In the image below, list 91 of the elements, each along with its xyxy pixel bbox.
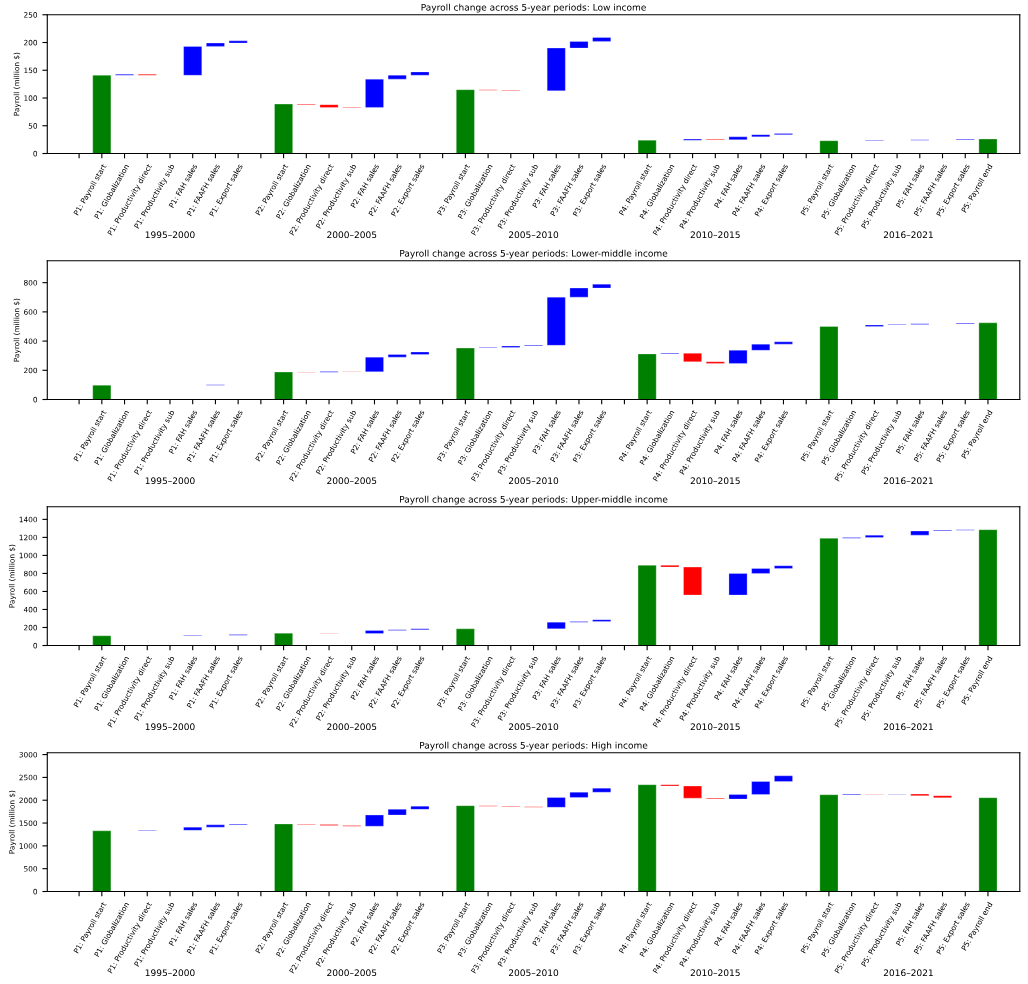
text: 2000–2005 [327, 231, 377, 239]
bar [819, 794, 839, 892]
text: 2010–2015 [690, 723, 740, 731]
text: 2000–2005 [327, 477, 377, 485]
chart-title: Payroll change across 5-year periods: Lower-middle income [400, 249, 668, 259]
bar [819, 538, 839, 646]
bar [410, 71, 430, 76]
bar [547, 622, 566, 629]
text: 1995–2000 [145, 969, 195, 977]
text: 2010–2015 [690, 231, 740, 239]
text: 2005–2010 [508, 723, 559, 731]
bar [683, 566, 702, 596]
text: 1995–2000 [145, 477, 195, 485]
bar [751, 568, 770, 574]
bar [456, 347, 475, 400]
bar [569, 41, 589, 49]
bar [547, 47, 566, 91]
bar [683, 785, 702, 799]
text: 2005–2010 [508, 969, 559, 977]
bar [978, 138, 998, 154]
bar [183, 827, 202, 831]
bar [592, 787, 611, 793]
bar [683, 353, 702, 362]
text: 1995–2000 [145, 723, 195, 731]
bar [92, 830, 112, 892]
bar [637, 353, 657, 400]
bar [228, 40, 248, 44]
bar [274, 633, 293, 646]
bar [274, 371, 293, 400]
bar [274, 103, 293, 154]
bar [637, 784, 657, 892]
bar [410, 351, 430, 355]
bar [751, 781, 770, 795]
chart-title: Payroll change across 5-year periods: Low income [421, 3, 646, 13]
bar [978, 529, 998, 646]
bar [456, 628, 475, 646]
bar [910, 530, 930, 536]
bar [92, 385, 112, 400]
bar [751, 134, 770, 137]
bar [92, 75, 112, 154]
bar [728, 350, 748, 364]
bar [728, 794, 748, 800]
bar [410, 806, 430, 810]
bar [751, 344, 770, 351]
bar [92, 635, 112, 646]
bar [637, 140, 657, 154]
chart-title: Payroll change across 5-year periods: Upper-middle income [400, 495, 668, 505]
bar [387, 809, 407, 816]
bar [365, 630, 384, 634]
text: 2010–2015 [690, 477, 740, 485]
text: 2016–2021 [883, 723, 933, 731]
bar [592, 283, 611, 289]
bar [978, 797, 998, 892]
bar [365, 79, 384, 108]
bar [569, 792, 589, 798]
bar [456, 805, 475, 892]
bar [365, 814, 384, 827]
bar [728, 573, 748, 596]
text: 2000–2005 [327, 969, 377, 977]
text: 2016–2021 [883, 969, 933, 977]
bar [774, 775, 793, 782]
bar [774, 341, 793, 345]
bar [728, 136, 748, 140]
bar [183, 46, 202, 76]
bar [569, 287, 589, 298]
bar [387, 354, 407, 358]
text: 2005–2010 [508, 231, 559, 239]
text: 1995–2000 [145, 231, 195, 239]
bar [978, 322, 998, 400]
bar [592, 37, 611, 42]
bar [206, 824, 225, 828]
chart-title: Payroll change across 5-year periods: High income [420, 741, 648, 751]
text: 2000–2005 [327, 723, 377, 731]
bar [933, 795, 952, 798]
bar [319, 104, 339, 108]
text: 2016–2021 [883, 231, 933, 239]
text: 2016–2021 [883, 477, 933, 485]
bar [819, 326, 839, 400]
bar [456, 89, 475, 154]
bar [547, 296, 566, 346]
bar [274, 823, 293, 892]
bar [637, 565, 657, 646]
bar [547, 797, 566, 808]
bar [865, 535, 884, 538]
bar [819, 140, 839, 154]
bar [774, 565, 793, 569]
text: 2010–2015 [690, 969, 740, 977]
bar [365, 357, 384, 372]
bar [206, 42, 225, 47]
text: 2005–2010 [508, 477, 559, 485]
bar [387, 75, 407, 80]
